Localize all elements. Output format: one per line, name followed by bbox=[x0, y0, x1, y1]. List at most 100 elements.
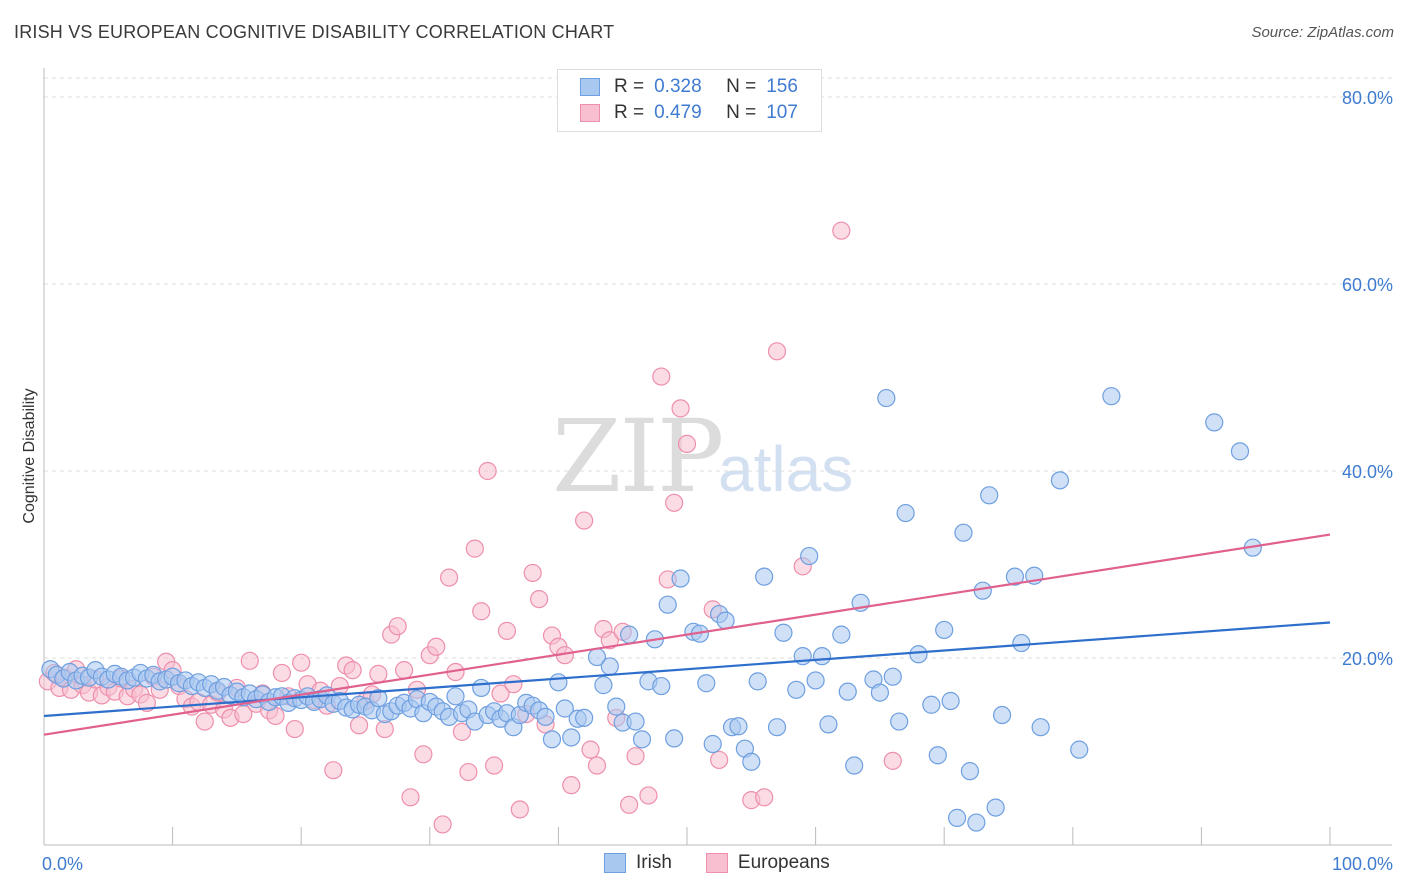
point-irish bbox=[947, 808, 967, 827]
series-europeans bbox=[38, 221, 902, 834]
point-irish bbox=[870, 683, 890, 702]
point-irish bbox=[896, 503, 915, 523]
legend-r-label: R = bbox=[614, 102, 645, 123]
point-europeans bbox=[677, 434, 697, 453]
point-irish bbox=[967, 813, 986, 832]
x-tick-label-end: 100.0% bbox=[1332, 854, 1393, 874]
point-europeans bbox=[710, 750, 729, 770]
point-europeans bbox=[523, 563, 542, 583]
point-irish bbox=[954, 523, 973, 542]
tick-labels: 20.0% 40.0% 60.0% 80.0% 0.0% 100.0% bbox=[42, 88, 1393, 874]
legend-row-europeans: R = 0.479 N = 107 bbox=[580, 102, 798, 124]
point-irish bbox=[1031, 718, 1050, 737]
point-europeans bbox=[504, 675, 523, 694]
point-europeans bbox=[433, 815, 452, 834]
point-irish bbox=[1230, 442, 1250, 461]
point-irish bbox=[665, 729, 684, 748]
legend-n-value-europeans: 107 bbox=[766, 102, 798, 123]
legend-swatch-irish bbox=[580, 78, 600, 96]
legend-r-label: R = bbox=[614, 76, 645, 97]
point-irish bbox=[832, 625, 851, 644]
legend-swatch-europeans bbox=[580, 104, 600, 122]
point-europeans bbox=[832, 221, 851, 240]
point-europeans bbox=[292, 653, 311, 672]
point-europeans bbox=[349, 716, 369, 735]
bottom-legend-swatch-irish bbox=[604, 853, 626, 873]
point-irish bbox=[697, 674, 716, 693]
point-irish bbox=[1050, 471, 1070, 490]
point-europeans bbox=[465, 539, 484, 558]
point-irish bbox=[909, 645, 928, 664]
point-irish bbox=[748, 672, 767, 691]
legend-n-label: N = bbox=[726, 102, 757, 123]
point-europeans bbox=[530, 589, 549, 609]
point-irish bbox=[542, 730, 562, 749]
point-irish bbox=[800, 546, 819, 566]
point-irish bbox=[446, 687, 465, 706]
y-tick-label: 80.0% bbox=[1342, 88, 1393, 108]
watermark-atlas: atlas bbox=[718, 433, 854, 505]
point-irish bbox=[806, 671, 825, 690]
legend-box: R = 0.328 N = 156 R = 0.479 N = 107 bbox=[557, 69, 822, 132]
point-irish bbox=[992, 705, 1012, 725]
point-irish bbox=[716, 611, 735, 630]
point-irish bbox=[980, 486, 999, 505]
point-irish bbox=[935, 620, 954, 640]
point-europeans bbox=[600, 631, 619, 650]
point-europeans bbox=[478, 461, 497, 481]
point-europeans bbox=[883, 751, 902, 770]
point-europeans bbox=[652, 367, 671, 386]
point-irish bbox=[555, 699, 574, 718]
bottom-legend: Irish Europeans bbox=[604, 852, 830, 874]
legend-row-irish: R = 0.328 N = 156 bbox=[580, 76, 798, 98]
point-irish bbox=[575, 708, 594, 727]
point-europeans bbox=[452, 722, 472, 741]
point-europeans bbox=[581, 740, 600, 759]
point-europeans bbox=[575, 511, 594, 530]
point-europeans bbox=[620, 795, 639, 814]
point-irish bbox=[1205, 413, 1224, 432]
series-irish bbox=[41, 387, 1262, 832]
y-tick-label: 60.0% bbox=[1342, 275, 1393, 295]
point-irish bbox=[472, 678, 491, 698]
chart-title: IRISH VS EUROPEAN COGNITIVE DISABILITY C… bbox=[14, 22, 615, 42]
bottom-legend-label-irish: Irish bbox=[636, 852, 672, 873]
point-irish bbox=[941, 691, 960, 711]
legend-n-label: N = bbox=[726, 76, 757, 97]
point-irish bbox=[620, 625, 639, 644]
grid-lines bbox=[44, 77, 1392, 659]
y-tick-label: 20.0% bbox=[1342, 649, 1393, 669]
point-irish bbox=[845, 756, 864, 775]
point-irish bbox=[1005, 567, 1025, 586]
point-irish bbox=[536, 707, 555, 727]
point-irish bbox=[729, 717, 748, 736]
point-europeans bbox=[324, 761, 343, 780]
point-irish bbox=[369, 689, 388, 708]
point-irish bbox=[1012, 633, 1031, 653]
bottom-legend-label-europeans: Europeans bbox=[737, 852, 830, 873]
legend-r-value-irish: 0.328 bbox=[654, 76, 702, 97]
point-europeans bbox=[626, 747, 645, 766]
point-europeans bbox=[343, 661, 362, 680]
point-irish bbox=[922, 695, 941, 714]
point-europeans bbox=[472, 602, 491, 621]
legend-r-value-europeans: 0.479 bbox=[654, 102, 702, 123]
point-irish bbox=[607, 697, 626, 716]
point-irish bbox=[838, 682, 857, 701]
point-europeans bbox=[285, 719, 304, 739]
point-irish bbox=[549, 673, 568, 692]
point-irish bbox=[1102, 387, 1121, 406]
point-europeans bbox=[587, 756, 607, 775]
point-irish bbox=[973, 581, 992, 600]
point-irish bbox=[600, 657, 619, 676]
point-europeans bbox=[510, 800, 529, 819]
point-irish bbox=[632, 730, 652, 749]
legend-n-value-irish: 156 bbox=[766, 76, 798, 97]
point-europeans bbox=[414, 745, 433, 764]
point-irish bbox=[877, 388, 896, 408]
point-europeans bbox=[665, 493, 684, 512]
point-irish bbox=[755, 567, 774, 586]
point-irish bbox=[594, 676, 613, 695]
point-irish bbox=[986, 798, 1005, 817]
